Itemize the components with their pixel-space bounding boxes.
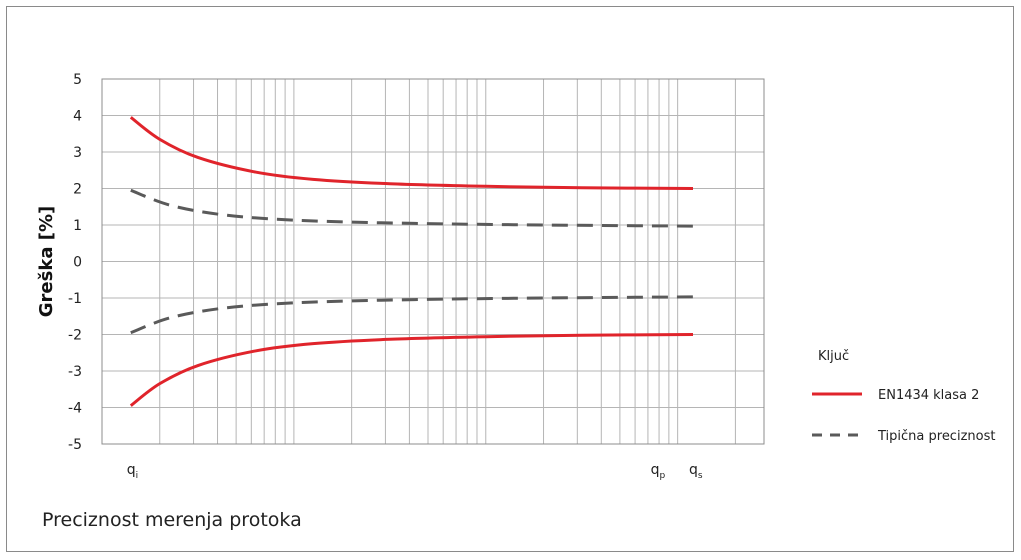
y-tick-label: -1: [68, 291, 82, 307]
legend-title: Ključ: [818, 349, 849, 364]
x-marker-qs: qs: [689, 462, 703, 481]
y-tick-label: 1: [73, 218, 82, 234]
series-tipicna-upper: [130, 188, 694, 228]
y-tick-label: 2: [73, 182, 82, 198]
y-tick-label: 5: [73, 72, 82, 88]
legend-label: EN1434 klasa 2: [878, 388, 979, 403]
legend-label: Tipična preciznost: [877, 429, 995, 444]
series-tipicna-lower: [130, 295, 694, 335]
x-markers: qi qp qs: [127, 462, 703, 481]
series-layer: [129, 116, 694, 407]
chart-caption: Preciznost merenja protoka: [42, 509, 302, 531]
y-tick-label: -3: [68, 364, 82, 380]
y-tick-label: 4: [73, 109, 82, 125]
y-tick-label: -4: [68, 401, 82, 417]
y-tick-labels: 5 4 3 2 1 0 -1 -2 -3 -4 -5: [68, 72, 82, 453]
chart-frame: [6, 6, 1014, 552]
x-marker-qi: qi: [127, 462, 138, 481]
legend: Ključ EN1434 klasa 2 Tipična preciznost: [812, 349, 995, 444]
plot-border: [101, 78, 765, 445]
y-tick-label: -2: [68, 328, 82, 344]
y-tick-label: -5: [68, 437, 82, 453]
y-tick-label: 0: [73, 255, 82, 271]
y-axis-label: Greška [%]: [36, 206, 57, 317]
grid: [101, 78, 765, 445]
y-tick-label: 3: [73, 145, 82, 161]
series-en1434-lower: [129, 333, 694, 407]
series-en1434-upper: [129, 116, 694, 190]
x-marker-qp: qp: [651, 462, 666, 481]
